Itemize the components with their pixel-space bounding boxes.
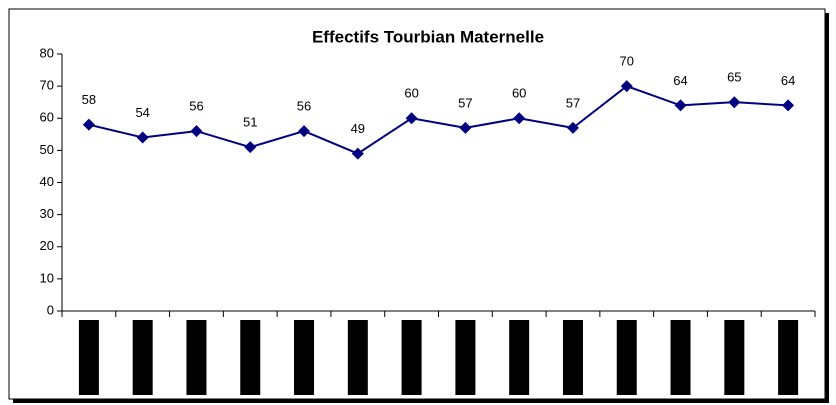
y-tick-label: 0 bbox=[47, 302, 54, 317]
marker bbox=[136, 131, 149, 144]
data-label: 60 bbox=[512, 86, 526, 101]
data-label: 70 bbox=[620, 54, 634, 69]
data-label: 65 bbox=[727, 70, 741, 85]
marker bbox=[513, 112, 526, 125]
redacted-label bbox=[78, 320, 99, 395]
data-label: 56 bbox=[189, 99, 203, 114]
marker bbox=[782, 99, 795, 112]
marker bbox=[298, 125, 311, 138]
redacted-label bbox=[670, 320, 691, 395]
y-tick-label: 40 bbox=[40, 174, 54, 189]
y-tick-label: 10 bbox=[40, 270, 54, 285]
redacted-label bbox=[401, 320, 422, 395]
redacted-label bbox=[616, 320, 637, 395]
data-label: 51 bbox=[243, 115, 257, 130]
redacted-label bbox=[132, 320, 153, 395]
y-tick-label: 20 bbox=[40, 238, 54, 253]
redacted-label bbox=[778, 320, 799, 395]
data-label: 58 bbox=[82, 92, 96, 107]
y-tick-label: 80 bbox=[40, 45, 54, 60]
redacted-label bbox=[294, 320, 315, 395]
marker bbox=[620, 80, 633, 93]
y-tick-label: 60 bbox=[40, 110, 54, 125]
data-label: 64 bbox=[673, 73, 687, 88]
data-label: 60 bbox=[404, 86, 418, 101]
y-tick-label: 30 bbox=[40, 206, 54, 221]
redacted-label bbox=[347, 320, 368, 395]
marker bbox=[244, 141, 257, 154]
marker bbox=[674, 99, 687, 112]
data-label: 49 bbox=[351, 121, 365, 136]
redacted-label bbox=[509, 320, 530, 395]
marker bbox=[728, 96, 741, 109]
redacted-label bbox=[724, 320, 745, 395]
y-tick-label: 70 bbox=[40, 78, 54, 93]
redacted-label bbox=[455, 320, 476, 395]
data-label: 57 bbox=[458, 95, 472, 110]
redacted-label bbox=[562, 320, 583, 395]
y-tick-label: 50 bbox=[40, 142, 54, 157]
data-label: 56 bbox=[297, 99, 311, 114]
redacted-label bbox=[186, 320, 207, 395]
chart-title: Effectifs Tourbian Maternelle bbox=[312, 27, 544, 46]
data-label: 57 bbox=[566, 95, 580, 110]
marker bbox=[405, 112, 418, 125]
marker bbox=[190, 125, 203, 138]
marker bbox=[351, 147, 364, 160]
marker bbox=[566, 121, 579, 134]
redacted-label bbox=[240, 320, 261, 395]
data-label: 54 bbox=[135, 105, 149, 120]
data-label: 64 bbox=[781, 73, 795, 88]
marker bbox=[82, 118, 95, 131]
marker bbox=[459, 121, 472, 134]
line bbox=[88, 84, 789, 155]
